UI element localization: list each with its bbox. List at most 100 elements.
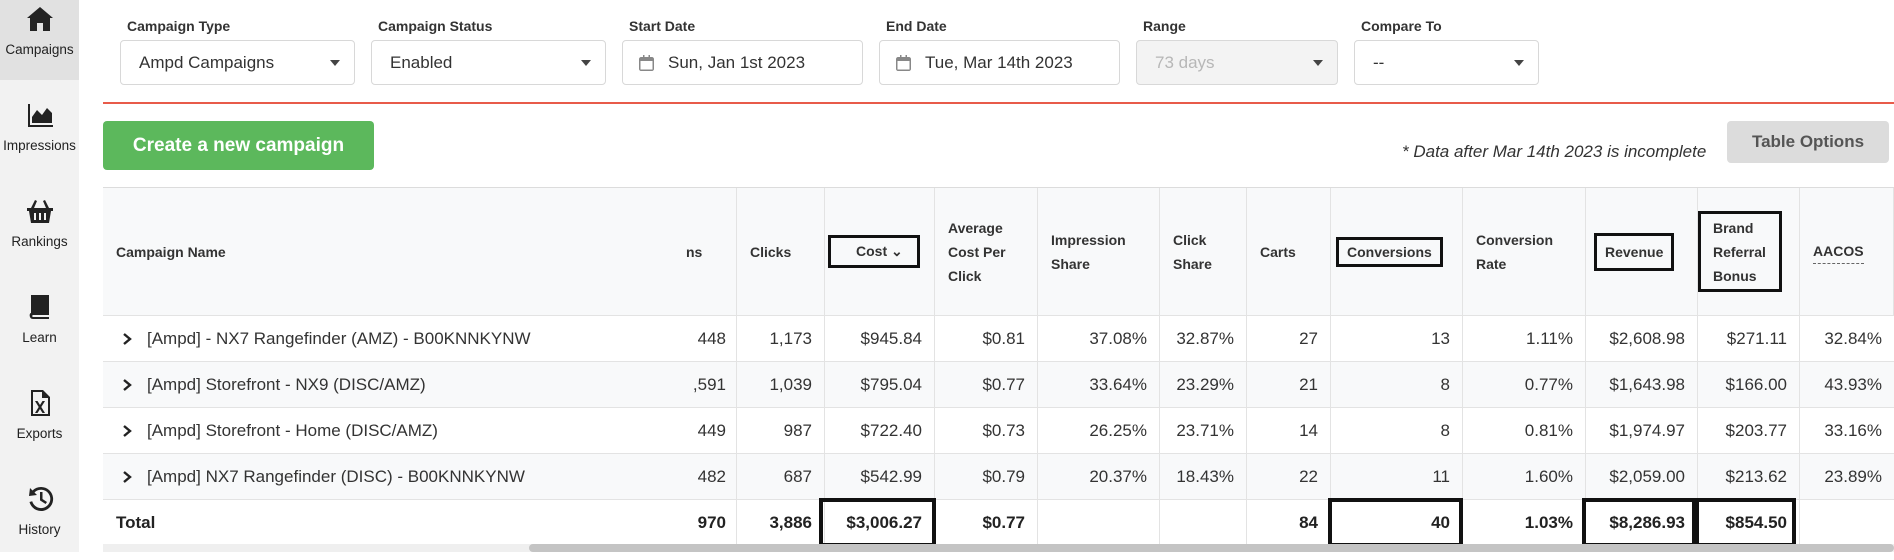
home-icon: [26, 7, 53, 31]
chevron-down-icon: [581, 60, 591, 66]
calendar-icon: [896, 54, 911, 71]
click-share-cell: 18.43%: [1160, 454, 1247, 499]
campaign-name-cell[interactable]: [Ampd] Storefront - NX9 (DISC/AMZ): [103, 362, 689, 407]
table-row[interactable]: [Ampd] NX7 Rangefinder (DISC) - B00KNNKY…: [103, 454, 1894, 500]
carts-cell: 21: [1247, 362, 1331, 407]
header-revenue[interactable]: Revenue: [1586, 188, 1698, 315]
campaigns-table: Campaign Name ns Clicks Cost ⌄ Average C…: [103, 187, 1894, 552]
end-date-label: End Date: [886, 18, 947, 34]
header-conversions[interactable]: Conversions: [1331, 188, 1463, 315]
click-share-cell: 32.87%: [1160, 316, 1247, 361]
range-select[interactable]: 73 days: [1136, 40, 1338, 85]
header-aacos[interactable]: AACOS: [1800, 188, 1894, 315]
impression-share-cell: 26.25%: [1038, 408, 1160, 453]
excel-file-icon: [30, 390, 50, 416]
impression-share-cell: 20.37%: [1038, 454, 1160, 499]
aacos-cell: 32.84%: [1824, 328, 1882, 348]
revenue-cell: $2,608.98: [1586, 316, 1698, 361]
chevron-right-icon[interactable]: [121, 424, 133, 437]
conversion-rate-cell: 0.81%: [1463, 408, 1586, 453]
total-carts: 84: [1247, 500, 1331, 546]
total-click-share: [1160, 500, 1247, 546]
cost-cell: $542.99: [825, 454, 935, 499]
click-share-cell: 23.71%: [1160, 408, 1247, 453]
avg-cpc-cell: $0.81: [935, 316, 1038, 361]
sidebar-item-campaigns[interactable]: Campaigns: [0, 0, 79, 80]
header-brand-referral-bonus[interactable]: Brand Referral Bonus: [1698, 188, 1800, 315]
total-conversion-rate: 1.03%: [1463, 500, 1586, 546]
chevron-right-icon[interactable]: [121, 332, 133, 345]
sidebar-item-history[interactable]: History: [0, 480, 79, 560]
conversion-rate-cell: 1.11%: [1463, 316, 1586, 361]
header-carts[interactable]: Carts: [1247, 188, 1331, 315]
header-avg-cpc[interactable]: Average Cost Per Click: [935, 188, 1038, 315]
header-impression-share[interactable]: Impression Share: [1038, 188, 1160, 315]
sidebar-item-rankings[interactable]: Rankings: [0, 192, 79, 272]
brand-referral-bonus-cell: $213.62: [1698, 454, 1800, 499]
impression-share-cell: 33.64%: [1038, 362, 1160, 407]
brand-referral-bonus-cell: $271.11: [1698, 316, 1800, 361]
campaign-type-select[interactable]: Ampd Campaigns: [120, 40, 355, 85]
table-header-row: Campaign Name ns Clicks Cost ⌄ Average C…: [103, 188, 1894, 316]
scrollbar-thumb[interactable]: [529, 544, 1894, 552]
total-label: Total: [116, 513, 156, 532]
brand-referral-bonus-cell: $166.00: [1698, 362, 1800, 407]
chevron-right-icon[interactable]: [121, 378, 133, 391]
chevron-right-icon[interactable]: [121, 470, 133, 483]
table-row[interactable]: [Ampd] - NX7 Rangefinder (AMZ) - B00KNNK…: [103, 316, 1894, 362]
clicks-cell: 1,173: [737, 316, 825, 361]
sidebar-item-label: Rankings: [11, 234, 68, 249]
revenue-cell: $1,643.98: [1586, 362, 1698, 407]
cost-cell: $945.84: [825, 316, 935, 361]
clicks-cell: 987: [737, 408, 825, 453]
end-date-input[interactable]: Tue, Mar 14th 2023: [879, 40, 1120, 85]
campaign-status-select[interactable]: Enabled: [371, 40, 606, 85]
campaign-name-cell[interactable]: [Ampd] NX7 Rangefinder (DISC) - B00KNNKY…: [103, 454, 689, 499]
table-options-button[interactable]: Table Options: [1727, 121, 1889, 163]
campaign-status-label: Campaign Status: [378, 18, 493, 34]
area-chart-icon: [27, 104, 53, 127]
compare-to-select[interactable]: --: [1354, 40, 1539, 85]
header-cost[interactable]: Cost ⌄: [825, 188, 935, 315]
horizontal-scrollbar[interactable]: [103, 544, 1894, 552]
carts-cell: 14: [1247, 408, 1331, 453]
sidebar-item-impressions[interactable]: Impressions: [0, 96, 79, 176]
impression-share-cell: 37.08%: [1038, 316, 1160, 361]
header-clicks[interactable]: Clicks: [737, 188, 825, 315]
table-row[interactable]: [Ampd] Storefront - Home (DISC/AMZ) 449 …: [103, 408, 1894, 454]
history-icon: [28, 486, 53, 511]
campaign-type-label: Campaign Type: [127, 18, 231, 34]
revenue-cell: $2,059.00: [1586, 454, 1698, 499]
sidebar-item-label: Campaigns: [5, 42, 74, 57]
header-conversion-rate[interactable]: Conversion Rate: [1463, 188, 1586, 315]
conversion-rate-cell: 1.60%: [1463, 454, 1586, 499]
clicks-cell: 1,039: [737, 362, 825, 407]
sidebar-item-exports[interactable]: Exports: [0, 384, 79, 464]
campaign-name-cell[interactable]: [Ampd] Storefront - Home (DISC/AMZ): [103, 408, 689, 453]
chevron-down-icon: [1514, 60, 1524, 66]
header-campaign-name[interactable]: Campaign Name: [116, 243, 226, 260]
header-click-share[interactable]: Click Share: [1160, 188, 1247, 315]
book-icon: [29, 295, 49, 319]
header-impressions[interactable]: ns: [686, 188, 737, 315]
impressions-cell: 448: [686, 316, 737, 361]
avg-cpc-cell: $0.77: [935, 362, 1038, 407]
aacos-cell: 33.16%: [1824, 420, 1882, 440]
avg-cpc-cell: $0.79: [935, 454, 1038, 499]
start-date-input[interactable]: Sun, Jan 1st 2023: [622, 40, 863, 85]
table-row[interactable]: [Ampd] Storefront - NX9 (DISC/AMZ) ,591 …: [103, 362, 1894, 408]
campaign-name-cell[interactable]: [Ampd] - NX7 Rangefinder (AMZ) - B00KNNK…: [103, 316, 689, 361]
chevron-down-icon: [1313, 60, 1323, 66]
create-campaign-button[interactable]: Create a new campaign: [103, 121, 374, 170]
conversions-cell: 8: [1331, 408, 1463, 453]
revenue-cell: $1,974.97: [1586, 408, 1698, 453]
cost-cell: $722.40: [825, 408, 935, 453]
total-aacos: [1800, 500, 1894, 546]
conversion-rate-cell: 0.77%: [1463, 362, 1586, 407]
sidebar-item-learn[interactable]: Learn: [0, 288, 79, 368]
chevron-down-icon: [330, 60, 340, 66]
compare-to-label: Compare To: [1361, 18, 1442, 34]
calendar-icon: [639, 54, 654, 71]
sort-desc-icon: ⌄: [891, 243, 903, 259]
total-clicks: 3,886: [737, 500, 825, 546]
